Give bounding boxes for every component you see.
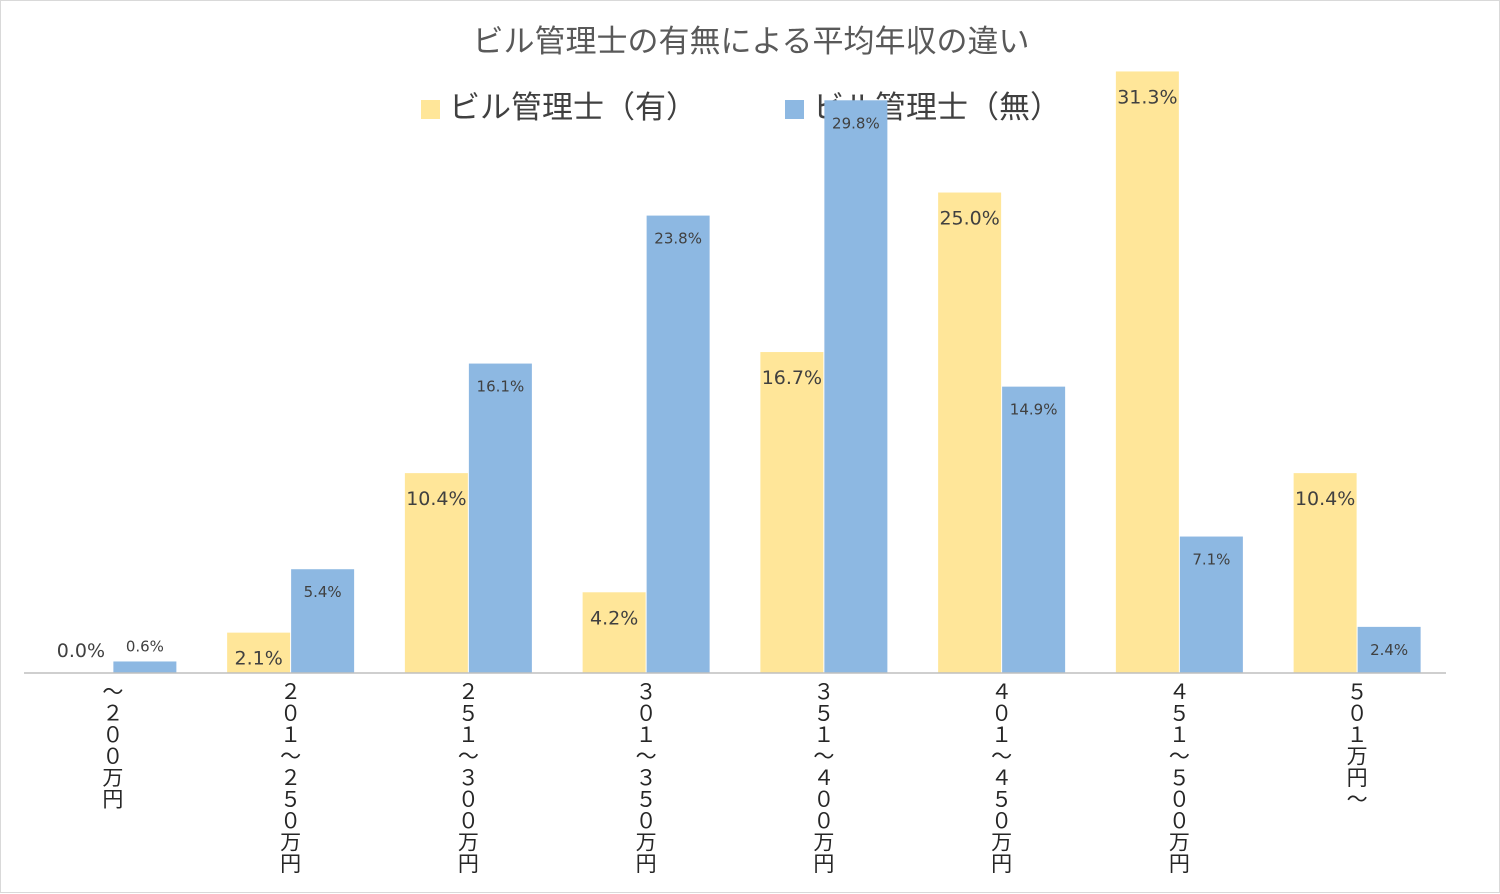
bar-with-license-3 bbox=[582, 592, 646, 673]
data-label-with-license-5: 25.0% bbox=[939, 208, 999, 230]
bar-with-license-4 bbox=[760, 352, 824, 673]
data-label-with-license-7: 10.4% bbox=[1295, 488, 1355, 510]
data-label-without-license-7: 2.4% bbox=[1370, 641, 1408, 659]
category-label-7: ５０１万円～ bbox=[1347, 680, 1368, 812]
chart-title: ビル管理士の有無による平均年収の違い bbox=[472, 24, 1029, 60]
category-label-1: ２０１～２５０万円 bbox=[280, 680, 301, 876]
bar-without-license-4 bbox=[824, 100, 888, 673]
data-label-without-license-1: 5.4% bbox=[304, 583, 342, 601]
data-label-with-license-2: 10.4% bbox=[406, 488, 466, 510]
data-label-without-license-0: 0.6% bbox=[126, 637, 164, 655]
category-label-4: ３５１～４００万円 bbox=[813, 680, 834, 876]
bar-without-license-7 bbox=[1357, 626, 1421, 673]
data-label-without-license-5: 14.9% bbox=[1010, 401, 1058, 419]
data-label-with-license-0: 0.0% bbox=[57, 640, 105, 662]
bar-without-license-3 bbox=[646, 215, 710, 673]
bar-with-license-5 bbox=[938, 192, 1002, 673]
data-label-with-license-4: 16.7% bbox=[762, 367, 822, 389]
category-label-6: ４５１～５００万円 bbox=[1169, 680, 1190, 876]
bar-with-license-6 bbox=[1115, 71, 1179, 673]
category-label-5: ４０１～４５０万円 bbox=[991, 680, 1012, 876]
bar-without-license-2 bbox=[468, 363, 532, 673]
data-label-without-license-3: 23.8% bbox=[654, 230, 702, 248]
bar-without-license-0 bbox=[113, 661, 177, 673]
category-label-0: ～２００万円 bbox=[102, 680, 123, 812]
legend-label-with-license: ビル管理士（有） bbox=[449, 90, 697, 126]
category-label-2: ２５１～３００万円 bbox=[458, 680, 479, 876]
data-label-with-license-6: 31.3% bbox=[1117, 86, 1177, 108]
data-label-with-license-3: 4.2% bbox=[590, 607, 638, 629]
bar-without-license-6 bbox=[1179, 536, 1243, 673]
legend-swatch-without-license bbox=[785, 100, 804, 119]
data-label-without-license-6: 7.1% bbox=[1192, 551, 1230, 569]
bars bbox=[113, 71, 1421, 673]
bar-without-license-5 bbox=[1002, 386, 1066, 673]
bar-with-license-1 bbox=[227, 632, 291, 673]
category-label-3: ３０１～３５０万円 bbox=[636, 680, 657, 876]
legend-swatch-with-license bbox=[421, 100, 440, 119]
category-labels: ～２００万円 ２０１～２５０万円 ２５１～３００万円 ３０１～３５０万円 ３５１～４００… bbox=[102, 680, 1367, 876]
data-label-without-license-4: 29.8% bbox=[832, 114, 880, 132]
data-label-with-license-1: 2.1% bbox=[234, 648, 282, 670]
data-label-without-license-2: 16.1% bbox=[477, 378, 525, 396]
bar-with-license-7 bbox=[1293, 473, 1357, 673]
bar-with-license-2 bbox=[404, 473, 468, 673]
legend: ビル管理士（有） ビル管理士（無） bbox=[421, 90, 1061, 126]
bar-without-license-1 bbox=[291, 569, 355, 673]
data-labels: 0.0% 0.6% 2.1% 5.4% 10.4% 16.1% 4.2% 23.8% 16.7%… bbox=[57, 86, 1408, 669]
